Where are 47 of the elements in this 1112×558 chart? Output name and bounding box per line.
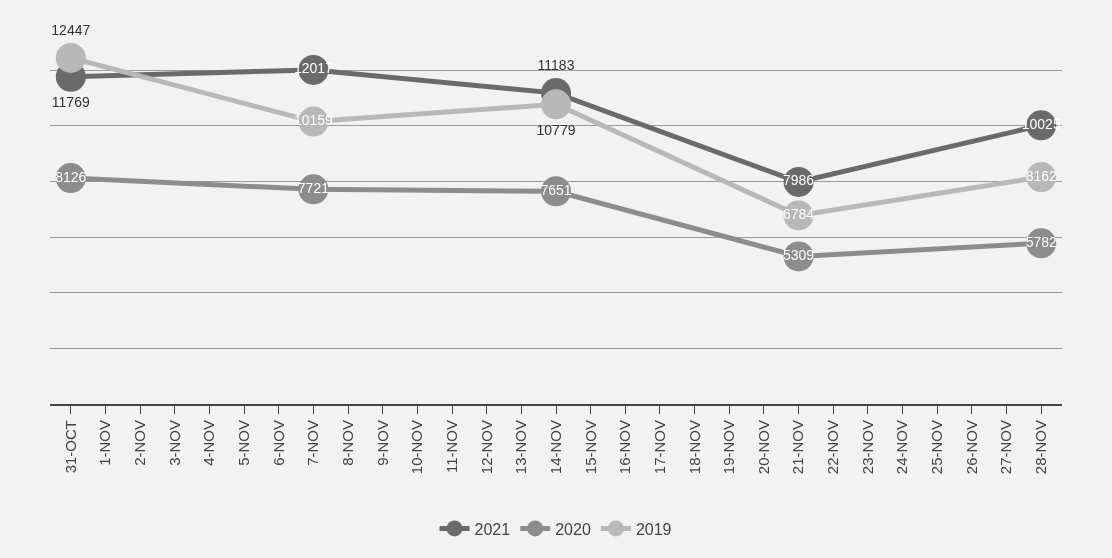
x-tick-label: 19-NOV	[720, 420, 738, 475]
data-label: 6784	[783, 205, 815, 222]
x-tick-label: 1-NOV	[96, 420, 114, 466]
x-tick-label: 12-NOV	[477, 420, 495, 475]
data-label: 5309	[783, 246, 815, 263]
point	[55, 42, 86, 73]
x-tick-label: 17-NOV	[650, 420, 668, 475]
data-label: 7986	[783, 172, 815, 189]
data-label: 5782	[1025, 233, 1057, 250]
x-tick-label: 20-NOV	[754, 420, 772, 475]
data-label: 10779	[536, 121, 576, 138]
legend-label: 2020	[555, 520, 591, 538]
x-tick-label: 7-NOV	[304, 420, 322, 466]
x-tick-label: 31-OCT	[61, 420, 79, 474]
x-tick-label: 14-NOV	[546, 420, 564, 475]
data-label: 7651	[540, 181, 572, 198]
legend-label: 2019	[635, 520, 672, 538]
x-tick-label: 8-NOV	[338, 420, 356, 466]
x-tick-label: 2-NOV	[130, 420, 148, 466]
x-tick-label: 23-NOV	[858, 420, 876, 475]
data-label: 12447	[51, 21, 91, 38]
x-tick-label: 4-NOV	[200, 420, 218, 466]
x-tick-label: 16-NOV	[616, 420, 634, 475]
data-label: 11769	[51, 94, 90, 111]
x-tick-label: 3-NOV	[165, 420, 183, 466]
data-label: 8162	[1025, 167, 1057, 184]
x-tick-label: 6-NOV	[269, 420, 287, 466]
x-tick-label: 21-NOV	[789, 420, 807, 475]
point	[541, 89, 571, 120]
x-tick-label: 5-NOV	[234, 420, 252, 466]
x-tick-label: 15-NOV	[581, 420, 599, 475]
x-tick-label: 28-NOV	[1032, 420, 1050, 475]
x-tick-label: 24-NOV	[893, 420, 911, 475]
x-tick-label: 22-NOV	[824, 420, 842, 475]
x-tick-label: 18-NOV	[685, 420, 703, 475]
x-tick-label: 25-NOV	[928, 420, 946, 475]
x-tick-label: 10-NOV	[408, 420, 426, 475]
x-tick-label: 9-NOV	[373, 420, 391, 466]
legend-label: 2021	[474, 520, 511, 538]
data-label: 8126	[55, 168, 87, 185]
data-label: 11183	[537, 56, 575, 73]
x-tick-label: 11-NOV	[442, 420, 460, 474]
x-tick-label: 13-NOV	[512, 420, 530, 475]
data-label: 7721	[297, 179, 330, 196]
x-tick-label: 26-NOV	[962, 420, 980, 475]
x-tick-label: 27-NOV	[997, 420, 1015, 475]
data-label: 10159	[293, 112, 334, 129]
